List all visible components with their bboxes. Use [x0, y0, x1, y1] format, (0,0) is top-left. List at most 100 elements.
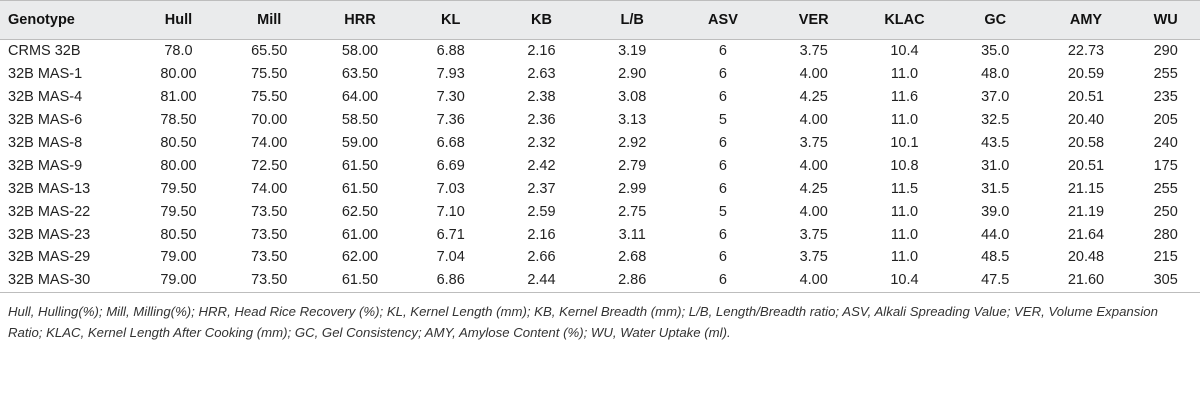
value-cell: 20.59 — [1067, 66, 1105, 83]
value-cell: 2.36 — [527, 112, 556, 129]
genotype-cell: 32B MAS-8 — [8, 135, 83, 151]
value-cell: 10.8 — [890, 157, 919, 174]
value-cell: 20.40 — [1067, 112, 1105, 129]
value-cell: 2.68 — [618, 249, 647, 266]
value-cell: 250 — [1153, 203, 1178, 220]
table-row: 32B MAS-23 80.50 73.50 61.00 6.71 2.16 3.11 6 3.… — [0, 223, 1200, 246]
value-cell: 6 — [677, 268, 769, 293]
column-header: AMY — [1040, 0, 1132, 40]
table-row: 32B MAS-9 80.00 72.50 61.50 6.69 2.42 2.79 6 4.0… — [0, 154, 1200, 177]
genotype-cell: 32B MAS-9 — [8, 157, 83, 174]
value-cell: 79.50 — [160, 203, 197, 220]
value-cell: 78.50 — [160, 112, 197, 129]
column-header: GC — [949, 0, 1041, 40]
value-cell: 6.68 — [436, 135, 465, 151]
value-cell: 7.04 — [436, 249, 465, 266]
data-table-container: Genotype Hull Mill HRR KL KB L/B ASV VER KLAC GC AM… — [0, 0, 1200, 340]
value-cell: 4.00 — [799, 112, 828, 129]
genotype-cell: 32B MAS-4 — [8, 89, 83, 106]
value-cell: 47.5 — [949, 268, 1041, 293]
value-cell: 3.19 — [618, 43, 647, 60]
value-cell: 61.00 — [341, 226, 379, 243]
value-cell: 74.00 — [251, 180, 288, 197]
value-cell: 62.00 — [341, 249, 379, 266]
value-cell: 2.59 — [527, 203, 556, 220]
value-cell: 6 — [718, 157, 727, 174]
value-cell: 2.86 — [586, 268, 678, 293]
value-cell: 7.36 — [436, 112, 465, 129]
value-cell: 37.0 — [981, 89, 1010, 106]
value-cell: 61.50 — [341, 157, 379, 174]
value-cell: 5 — [718, 203, 727, 220]
value-cell: 79.50 — [160, 180, 197, 197]
table-row: CRMS 32B 78.0 65.50 58.00 6.88 2.16 3.19 6 3.75 1… — [0, 40, 1200, 63]
column-header: Mill — [223, 0, 315, 40]
value-cell: 2.44 — [496, 268, 587, 293]
value-cell: 31.0 — [981, 157, 1010, 174]
value-cell: 39.0 — [981, 203, 1010, 220]
genotype-cell: CRMS 32B — [8, 43, 81, 60]
value-cell: 20.58 — [1067, 135, 1105, 151]
value-cell: 255 — [1153, 66, 1178, 83]
column-header: VER — [768, 0, 860, 40]
value-cell: 32.5 — [981, 112, 1010, 129]
genotype-cell: 32B MAS-30 — [0, 268, 134, 293]
table-footnote: Hull, Hulling(%); Mill, Milling(%); HRR,… — [8, 303, 1158, 340]
table-row: 32B MAS-8 80.50 74.00 59.00 6.68 2.32 2.92 6 3.7… — [0, 132, 1200, 155]
value-cell: 10.1 — [890, 135, 919, 151]
value-cell: 64.00 — [341, 89, 379, 106]
value-cell: 2.79 — [618, 157, 647, 174]
genotype-quality-table: Genotype Hull Mill HRR KL KB L/B ASV VER KLAC GC AM… — [0, 0, 1200, 293]
value-cell: 235 — [1153, 89, 1178, 106]
value-cell: 6 — [718, 226, 727, 243]
table-row: 32B MAS-4 81.00 75.50 64.00 7.30 2.38 3.08 6 4.2… — [0, 86, 1200, 109]
genotype-cell: 32B MAS-22 — [8, 203, 91, 220]
value-cell: 62.50 — [341, 203, 379, 220]
value-cell: 73.50 — [251, 249, 288, 266]
value-cell: 2.92 — [618, 135, 647, 151]
column-header: KB — [496, 0, 587, 40]
value-cell: 21.64 — [1067, 226, 1105, 243]
value-cell: 20.48 — [1067, 249, 1105, 266]
value-cell: 3.75 — [799, 43, 828, 60]
column-header: Genotype — [0, 0, 134, 40]
value-cell: 6 — [718, 89, 727, 106]
table-header: Genotype Hull Mill HRR KL KB L/B ASV VER KLAC GC AM… — [0, 0, 1200, 40]
genotype-cell: 32B MAS-29 — [8, 249, 91, 266]
value-cell: 2.66 — [527, 249, 556, 266]
value-cell: 72.50 — [251, 157, 288, 174]
value-cell: 4.25 — [799, 89, 828, 106]
value-cell: 3.08 — [618, 89, 647, 106]
column-header: HRR — [314, 0, 406, 40]
value-cell: 73.50 — [251, 226, 288, 243]
value-cell: 6.86 — [405, 268, 497, 293]
value-cell: 21.15 — [1067, 180, 1105, 197]
column-header: WU — [1131, 0, 1200, 40]
value-cell: 61.50 — [314, 268, 406, 293]
value-cell: 2.38 — [527, 89, 556, 106]
value-cell: 11.0 — [890, 226, 919, 243]
value-cell: 35.0 — [981, 43, 1010, 60]
value-cell: 7.10 — [436, 203, 465, 220]
value-cell: 3.13 — [618, 112, 647, 129]
table-body: CRMS 32B 78.0 65.50 58.00 6.88 2.16 3.19 6 3.75 1… — [0, 40, 1200, 293]
value-cell: 58.00 — [341, 43, 379, 60]
genotype-cell: 32B MAS-13 — [8, 180, 91, 197]
value-cell: 5 — [718, 112, 727, 129]
genotype-cell: 32B MAS-1 — [8, 66, 83, 83]
value-cell: 61.50 — [341, 180, 379, 197]
value-cell: 2.75 — [618, 203, 647, 220]
value-cell: 255 — [1153, 180, 1178, 197]
value-cell: 65.50 — [251, 43, 288, 60]
value-cell: 2.42 — [527, 157, 556, 174]
value-cell: 48.0 — [981, 66, 1010, 83]
value-cell: 48.5 — [981, 249, 1010, 266]
value-cell: 6 — [718, 180, 727, 197]
value-cell: 63.50 — [341, 66, 379, 83]
value-cell: 3.75 — [799, 226, 828, 243]
value-cell: 3.75 — [799, 249, 828, 266]
genotype-cell: 32B MAS-6 — [8, 112, 83, 129]
value-cell: 11.0 — [890, 112, 919, 129]
value-cell: 2.63 — [527, 66, 556, 83]
genotype-cell: 32B MAS-23 — [8, 226, 91, 243]
